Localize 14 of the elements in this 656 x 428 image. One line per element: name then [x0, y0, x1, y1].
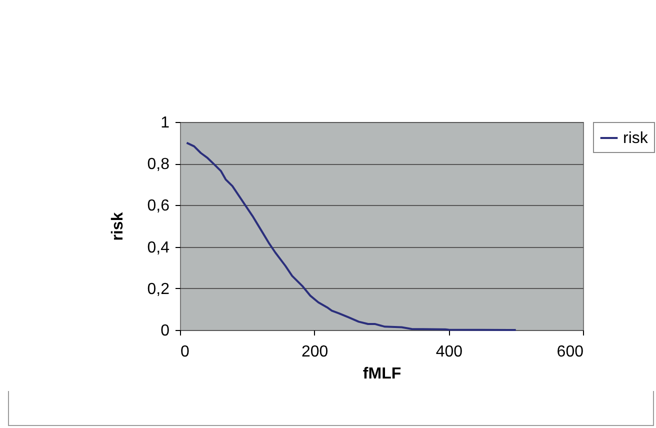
legend-label: risk: [623, 130, 649, 147]
y-tick-label: 0,8: [147, 156, 170, 174]
y-tick-label: 1: [160, 114, 170, 132]
y-tick-label: 0,6: [147, 198, 170, 215]
line-series: [186, 142, 517, 331]
x-tick-label: 600: [556, 344, 584, 360]
y-tick-label: 0: [160, 322, 170, 340]
y-axis-title: risk: [109, 212, 126, 241]
y-tick-label: 0,2: [147, 280, 170, 298]
y-tick-label: 0,4: [147, 239, 170, 256]
x-tick-label: 200: [301, 344, 328, 360]
x-tick-label: 400: [436, 344, 463, 360]
x-tick-label: 0: [180, 344, 190, 360]
x-axis-title: fMLF: [362, 366, 402, 382]
